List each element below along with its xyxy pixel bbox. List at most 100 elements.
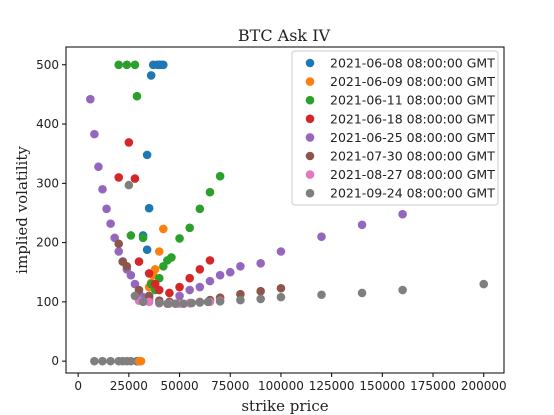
data-point — [136, 356, 146, 366]
x-tick-label: 125000 — [309, 379, 355, 393]
data-point — [165, 288, 174, 298]
data-point — [134, 257, 144, 266]
data-point — [90, 129, 99, 139]
data-point — [236, 295, 245, 305]
data-point — [126, 231, 136, 240]
data-point — [236, 289, 245, 299]
legend-marker — [305, 188, 315, 198]
series-7 — [90, 180, 489, 366]
data-point — [167, 253, 176, 262]
data-point — [205, 256, 215, 265]
data-point — [187, 298, 197, 308]
data-point — [126, 356, 136, 366]
data-point — [215, 270, 225, 280]
data-point — [132, 91, 142, 101]
data-point — [124, 138, 134, 147]
data-point — [175, 291, 184, 301]
y-tick-label: 400 — [36, 117, 59, 131]
data-point — [205, 276, 215, 286]
data-point — [86, 94, 95, 104]
legend-label: 2021-06-08 08:00:00 GMT — [330, 56, 495, 71]
legend-marker — [305, 58, 315, 68]
data-point — [130, 291, 140, 301]
data-point — [179, 299, 188, 308]
data-point — [256, 286, 265, 296]
data-point — [236, 262, 245, 271]
data-point — [98, 356, 107, 366]
x-tick-label: 100000 — [258, 379, 304, 393]
data-point — [195, 282, 205, 292]
data-point — [163, 299, 172, 308]
data-point — [106, 356, 115, 366]
data-point — [195, 264, 205, 274]
data-point — [276, 247, 286, 256]
data-point — [175, 234, 184, 243]
x-tick-label: 50000 — [160, 379, 198, 393]
legend: 2021-06-08 08:00:00 GMT 2021-06-09 08:00:… — [291, 50, 499, 206]
data-point — [215, 296, 225, 306]
data-point — [142, 150, 152, 160]
series-0 — [132, 60, 168, 366]
legend-label: 2021-06-11 08:00:00 GMT — [330, 93, 495, 108]
data-point — [225, 267, 235, 277]
data-point — [357, 220, 367, 230]
legend-marker — [305, 114, 315, 124]
data-point — [130, 174, 140, 183]
x-tick-label: 150000 — [359, 379, 405, 393]
data-point — [203, 297, 213, 307]
data-point — [144, 269, 154, 278]
legend-marker — [305, 151, 315, 161]
data-point — [357, 288, 367, 298]
x-tick-label: 175000 — [410, 379, 456, 393]
data-point — [154, 285, 164, 295]
x-tick-label: 200000 — [461, 379, 507, 393]
data-point — [276, 283, 286, 293]
data-point — [146, 71, 156, 80]
legend-label: 2021-09-24 08:00:00 GMT — [330, 186, 495, 201]
data-point — [114, 239, 124, 249]
y-tick-label: 0 — [51, 354, 59, 368]
data-point — [144, 203, 154, 213]
data-point — [185, 285, 194, 295]
plot-area — [65, 46, 505, 374]
legend-label: 2021-06-09 08:00:00 GMT — [330, 74, 495, 89]
data-point — [124, 180, 134, 190]
data-point — [317, 290, 326, 300]
data-point — [94, 162, 103, 172]
data-point — [126, 270, 136, 280]
y-axis-label: implied volatility — [13, 146, 31, 274]
data-point — [171, 299, 180, 308]
legend-marker — [305, 170, 315, 179]
data-point — [195, 204, 205, 214]
data-point — [159, 60, 168, 70]
y-tick-label: 500 — [36, 58, 59, 72]
data-point — [479, 279, 489, 289]
data-point — [256, 259, 265, 268]
data-point — [276, 292, 286, 302]
legend-frame — [291, 50, 499, 206]
legend-label: 2021-06-25 08:00:00 GMT — [330, 130, 495, 145]
y-tick-label: 200 — [36, 236, 59, 250]
x-tick-label: 25000 — [110, 379, 148, 393]
y-axis: 0 100 200 300 400 500 — [36, 58, 66, 368]
y-tick-label: 300 — [36, 176, 59, 190]
data-point — [130, 60, 140, 70]
x-tick-label: 75000 — [211, 379, 249, 393]
x-axis-label: strike price — [241, 397, 328, 415]
legend-label: 2021-07-30 08:00:00 GMT — [330, 149, 495, 164]
data-point — [154, 247, 164, 256]
data-point — [122, 262, 132, 271]
legend-marker — [305, 133, 315, 142]
data-point — [122, 60, 132, 70]
data-point — [215, 171, 225, 181]
data-point — [142, 245, 152, 255]
data-point — [175, 282, 184, 292]
legend-label: 2021-08-27 08:00:00 GMT — [330, 167, 495, 182]
x-axis: 0 25000 50000 75000 100000 125000 150000 175000… — [74, 373, 507, 393]
data-point — [159, 224, 168, 234]
data-point — [114, 60, 124, 70]
x-tick-label: 0 — [74, 379, 82, 393]
data-point — [398, 209, 407, 219]
data-point — [317, 232, 326, 241]
